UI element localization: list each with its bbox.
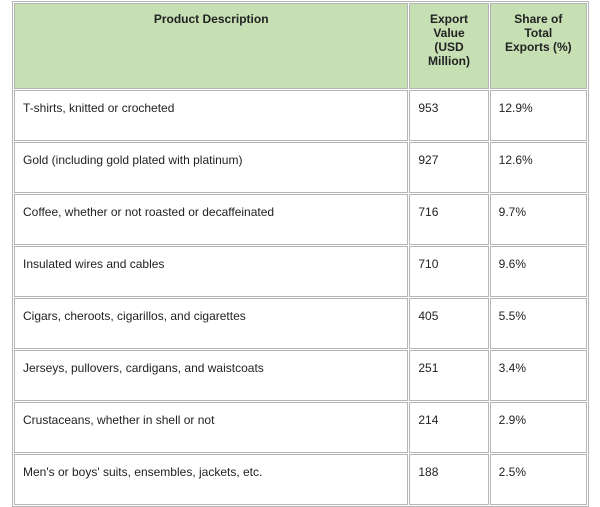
value-cell: 214 [409, 402, 489, 453]
share-cell: 5.5% [489, 298, 587, 349]
share-cell: 2.9% [489, 402, 587, 453]
table-header: Product Description Export Value (USD Mi… [14, 3, 587, 89]
value-cell: 953 [409, 90, 489, 141]
product-cell: Gold (including gold plated with platinu… [14, 142, 409, 193]
header-row: Product Description Export Value (USD Mi… [14, 3, 587, 89]
value-cell: 405 [409, 298, 489, 349]
table-row: Men's or boys' suits, ensembles, jackets… [14, 454, 587, 505]
table-body: T-shirts, knitted or crocheted 953 12.9% Go… [14, 90, 587, 505]
table-row: Insulated wires and cables 710 9.6% [14, 246, 587, 297]
table-row: Coffee, whether or not roasted or decaff… [14, 194, 587, 245]
product-cell: Cigars, cheroots, cigarillos, and cigare… [14, 298, 409, 349]
share-cell: 3.4% [489, 350, 587, 401]
header-text: Share of Total Exports (%) [504, 12, 572, 54]
table-row: Crustaceans, whether in shell or not 214 2… [14, 402, 587, 453]
value-cell: 188 [409, 454, 489, 505]
share-cell: 9.7% [489, 194, 587, 245]
value-cell: 716 [409, 194, 489, 245]
product-cell: T-shirts, knitted or crocheted [14, 90, 409, 141]
share-cell: 12.6% [489, 142, 587, 193]
product-cell: Insulated wires and cables [14, 246, 409, 297]
share-cell: 2.5% [489, 454, 587, 505]
exports-table: Product Description Export Value (USD Mi… [12, 1, 589, 507]
value-cell: 251 [409, 350, 489, 401]
value-cell: 927 [409, 142, 489, 193]
table-row: Gold (including gold plated with platinu… [14, 142, 587, 193]
header-cell: Share of Total Exports (%) [489, 3, 587, 89]
value-cell: 710 [409, 246, 489, 297]
header-cell: Export Value (USD Million) [409, 3, 489, 89]
share-cell: 12.9% [489, 90, 587, 141]
product-cell: Men's or boys' suits, ensembles, jackets… [14, 454, 409, 505]
header-cell: Product Description [14, 3, 409, 89]
header-text: Export Value (USD Million) [428, 12, 470, 68]
table-row: T-shirts, knitted or crocheted 953 12.9% [14, 90, 587, 141]
table-row: Cigars, cheroots, cigarillos, and cigare… [14, 298, 587, 349]
product-cell: Jerseys, pullovers, cardigans, and waist… [14, 350, 409, 401]
product-cell: Crustaceans, whether in shell or not [14, 402, 409, 453]
share-cell: 9.6% [489, 246, 587, 297]
product-cell: Coffee, whether or not roasted or decaff… [14, 194, 409, 245]
table-row: Jerseys, pullovers, cardigans, and waist… [14, 350, 587, 401]
header-text: Product Description [153, 12, 269, 26]
